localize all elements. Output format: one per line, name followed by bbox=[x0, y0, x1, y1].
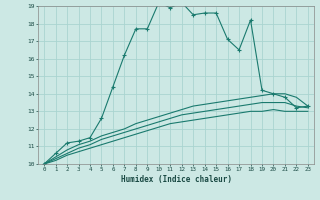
X-axis label: Humidex (Indice chaleur): Humidex (Indice chaleur) bbox=[121, 175, 231, 184]
